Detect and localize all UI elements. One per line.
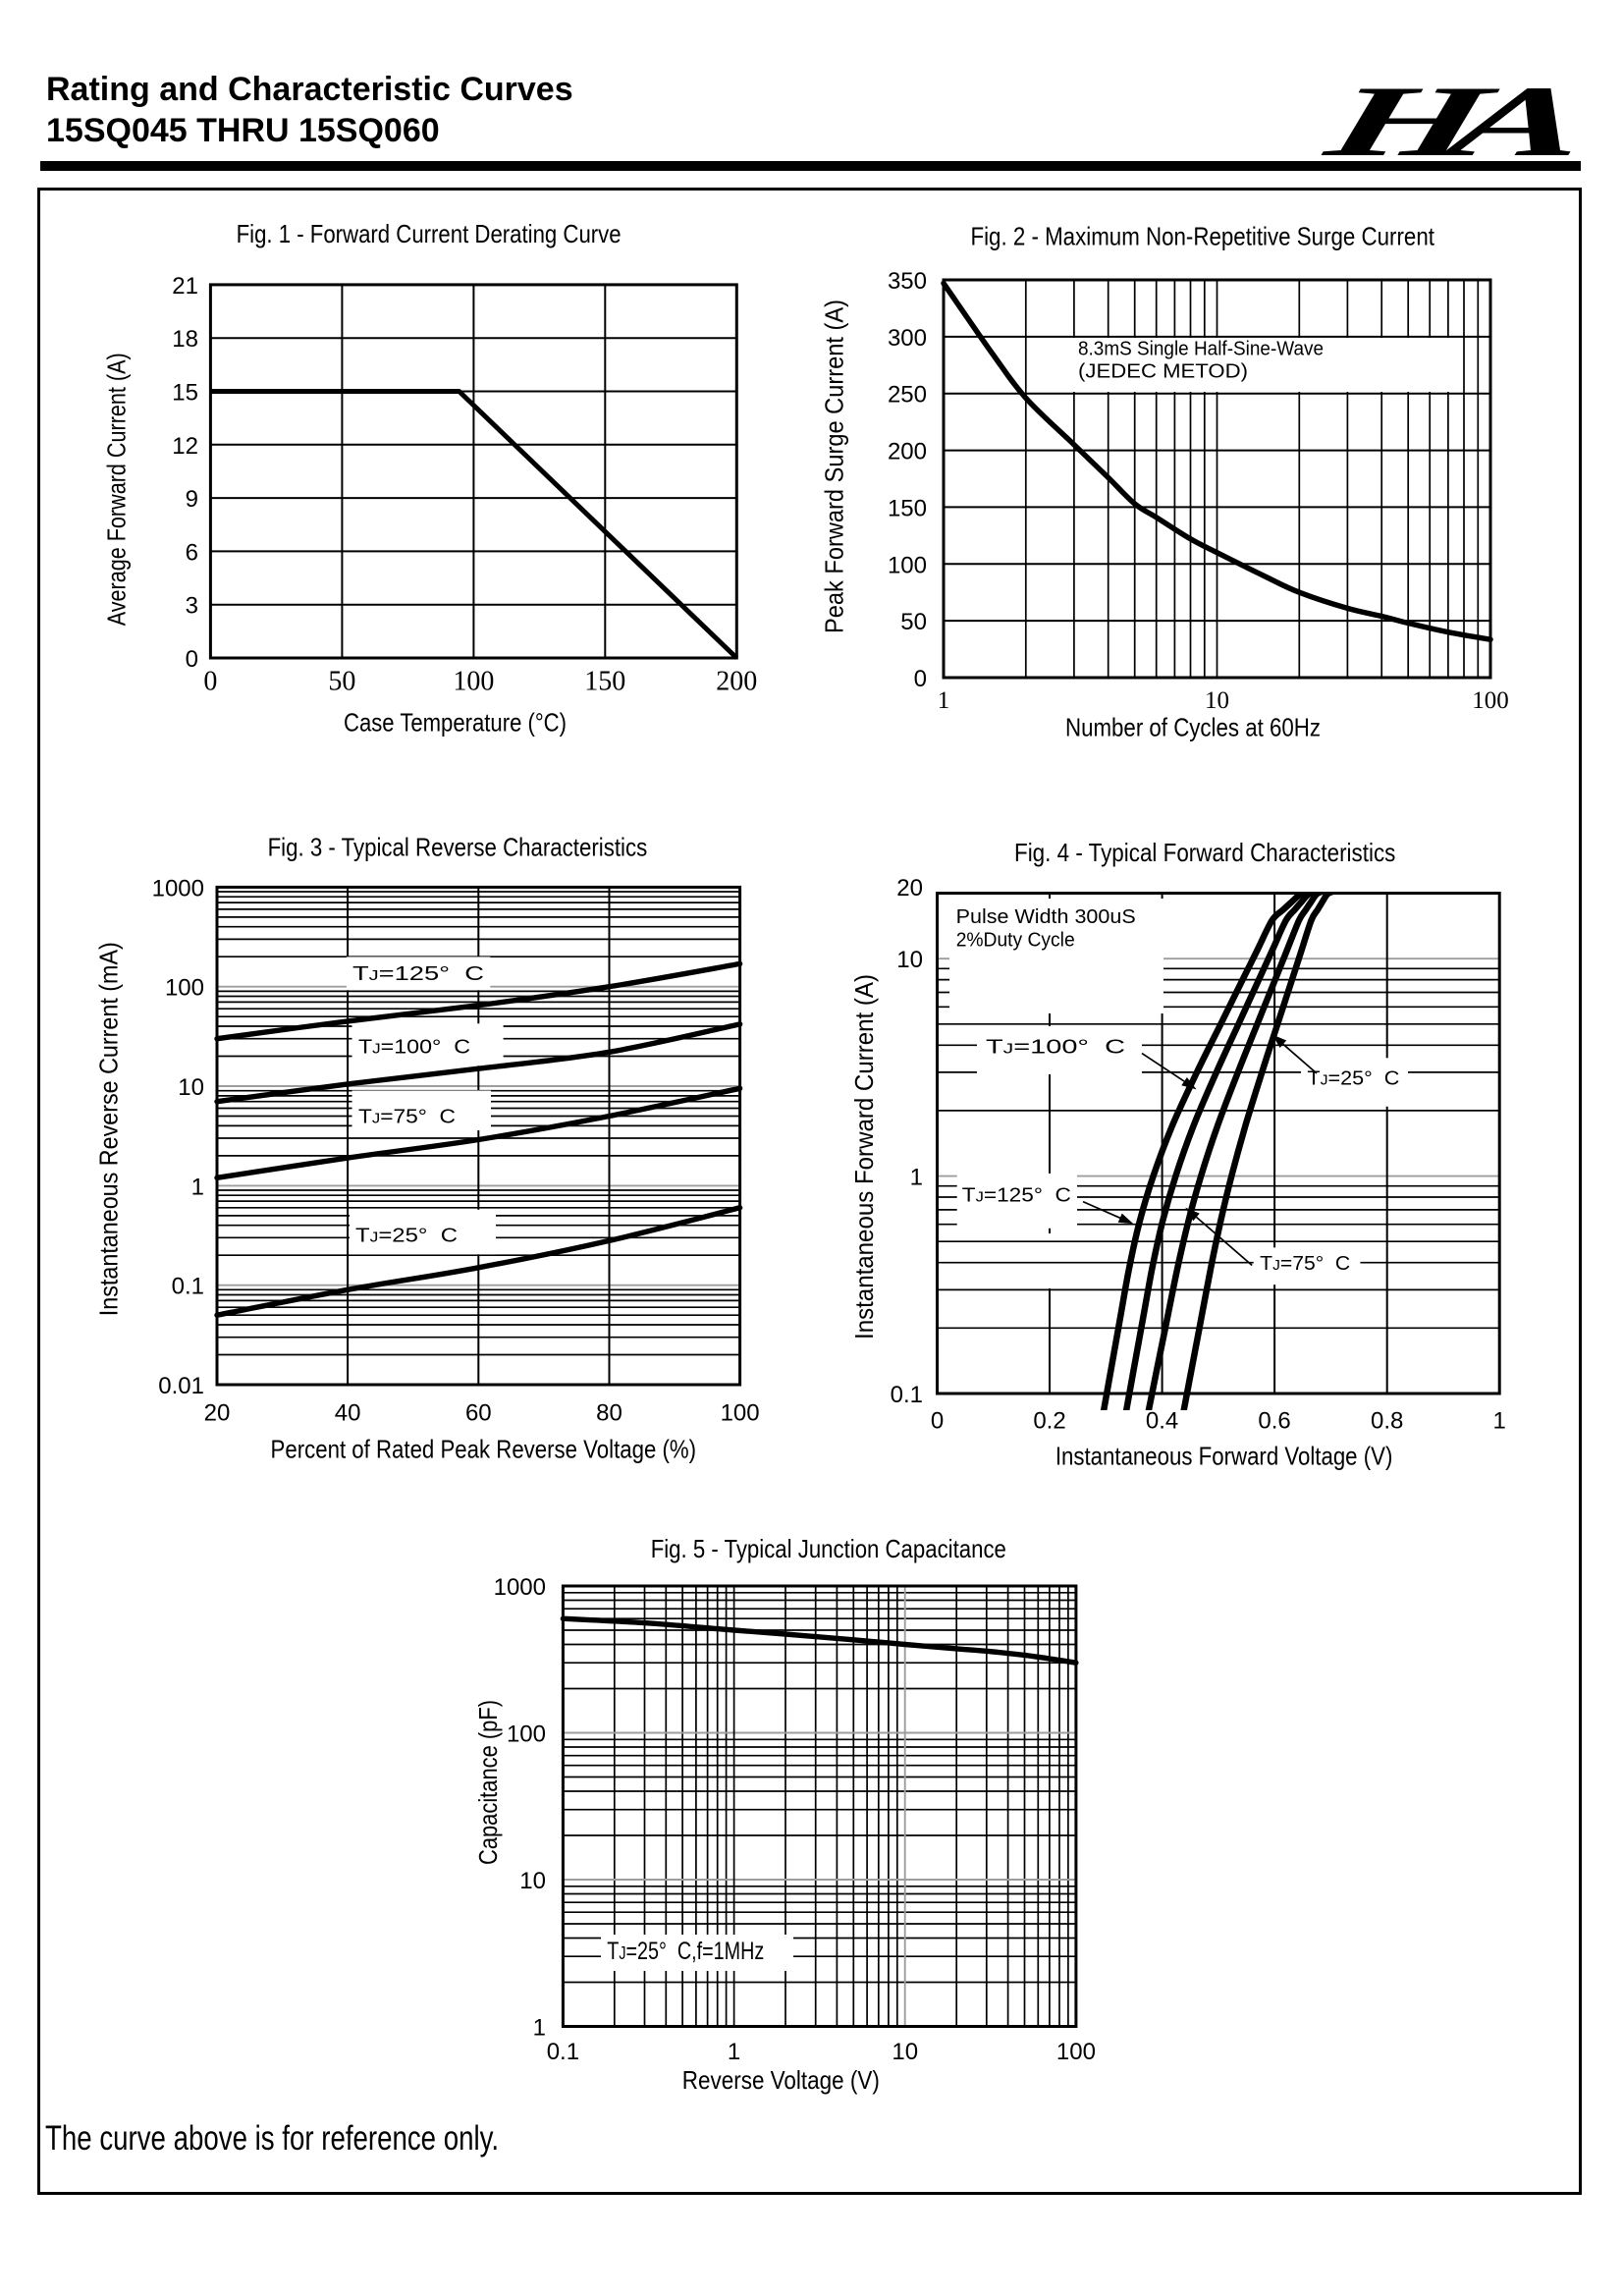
svg-text:TJ=25° C,f=1MHz: TJ=25° C,f=1MHz	[607, 1938, 764, 1965]
svg-text:100: 100	[1472, 687, 1509, 714]
svg-text:350: 350	[888, 268, 927, 295]
svg-text:Capacitance (pF): Capacitance (pF)	[473, 1700, 503, 1865]
svg-text:10: 10	[892, 2039, 918, 2065]
svg-text:40: 40	[335, 1399, 361, 1426]
svg-text:Peak Forward Surge Current (A): Peak Forward Surge Current (A)	[820, 300, 849, 633]
svg-text:9: 9	[186, 486, 198, 513]
svg-text:HA: HA	[1315, 66, 1593, 178]
svg-text:100: 100	[165, 975, 204, 1002]
svg-text:Number of Cycles at 60Hz: Number of Cycles at 60Hz	[1065, 713, 1321, 742]
svg-text:Fig. 1 - Forward Current Derat: Fig. 1 - Forward Current Derating Curve	[237, 219, 622, 248]
svg-text:1: 1	[728, 2039, 740, 2065]
svg-text:1000: 1000	[152, 875, 204, 902]
svg-text:(JEDEC METOD): (JEDEC METOD)	[1078, 360, 1248, 383]
svg-text:50: 50	[900, 609, 927, 635]
svg-text:20: 20	[204, 1399, 231, 1426]
svg-text:Percent of Rated Peak Reverse: Percent of Rated Peak Reverse Voltage (%…	[271, 1435, 697, 1464]
svg-text:TJ=75° C: TJ=75° C	[358, 1105, 456, 1127]
svg-text:0.6: 0.6	[1258, 1408, 1290, 1435]
svg-text:TJ=25° C: TJ=25° C	[1307, 1067, 1399, 1090]
svg-text:300: 300	[888, 325, 927, 352]
svg-text:1: 1	[910, 1165, 923, 1191]
svg-text:Fig. 5 - Typical Junction Capa: Fig. 5 - Typical Junction Capacitance	[651, 1534, 1006, 1563]
svg-text:100: 100	[507, 1722, 546, 1748]
svg-text:10: 10	[178, 1074, 204, 1101]
svg-text:0.8: 0.8	[1371, 1408, 1403, 1435]
svg-text:TJ=125° C: TJ=125° C	[352, 962, 484, 985]
svg-text:Instantaneous Reverse Current: Instantaneous Reverse Current (mA)	[94, 942, 124, 1316]
svg-text:200: 200	[716, 667, 757, 697]
svg-text:12: 12	[172, 433, 198, 460]
svg-text:0.4: 0.4	[1146, 1408, 1178, 1435]
svg-text:100: 100	[721, 1399, 760, 1426]
svg-text:80: 80	[596, 1399, 622, 1426]
svg-text:0.1: 0.1	[891, 1382, 923, 1408]
svg-text:0: 0	[914, 666, 927, 692]
svg-text:20: 20	[896, 875, 923, 902]
svg-text:0.2: 0.2	[1033, 1408, 1065, 1435]
svg-text:2%Duty Cycle: 2%Duty Cycle	[956, 929, 1075, 952]
svg-text:Instantaneous Forward Voltage: Instantaneous Forward Voltage (V)	[1055, 1441, 1393, 1470]
svg-text:250: 250	[888, 382, 927, 409]
svg-text:TJ=100° C: TJ=100° C	[986, 1036, 1125, 1059]
svg-text:100: 100	[888, 552, 927, 578]
svg-text:6: 6	[186, 539, 198, 566]
svg-text:8.3mS Single Half-Sine-Wave: 8.3mS Single Half-Sine-Wave	[1078, 338, 1324, 360]
svg-text:50: 50	[328, 667, 355, 697]
svg-text:Case Temperature (°C): Case Temperature (°C)	[344, 708, 567, 738]
svg-text:10: 10	[519, 1868, 546, 1894]
svg-text:0.1: 0.1	[547, 2039, 579, 2065]
svg-text:10: 10	[1205, 687, 1229, 714]
svg-text:10: 10	[896, 947, 923, 973]
svg-text:0: 0	[931, 1408, 944, 1435]
svg-text:1: 1	[938, 687, 950, 714]
svg-text:3: 3	[186, 593, 198, 620]
svg-text:Fig. 3 - Typical Reverse Chara: Fig. 3 - Typical Reverse Characteristics	[268, 833, 648, 862]
svg-text:TJ=75° C: TJ=75° C	[1260, 1252, 1350, 1275]
svg-text:TJ=125° C: TJ=125° C	[962, 1184, 1071, 1207]
svg-text:1: 1	[1493, 1408, 1506, 1435]
svg-text:Fig. 2 - Maximum Non-Repetitiv: Fig. 2 - Maximum Non-Repetitive Surge Cu…	[970, 221, 1434, 250]
svg-text:1: 1	[191, 1174, 204, 1200]
svg-text:21: 21	[172, 273, 198, 300]
svg-text:Average Forward Current (A): Average Forward Current (A)	[101, 353, 131, 626]
svg-text:150: 150	[888, 495, 927, 521]
svg-text:200: 200	[888, 439, 927, 465]
svg-text:100: 100	[453, 667, 494, 697]
svg-text:Fig. 4 - Typical Forward Chara: Fig. 4 - Typical Forward Characteristics	[1014, 838, 1395, 867]
svg-text:Pulse Width 300uS: Pulse Width 300uS	[956, 905, 1136, 928]
svg-text:1: 1	[533, 2015, 546, 2042]
svg-text:0.1: 0.1	[172, 1274, 204, 1300]
svg-text:Instantaneous Forward Current: Instantaneous Forward Current (A)	[849, 974, 879, 1339]
svg-text:18: 18	[172, 326, 198, 353]
svg-text:1000: 1000	[494, 1574, 546, 1601]
svg-text:100: 100	[1056, 2039, 1096, 2065]
svg-text:15: 15	[172, 380, 198, 407]
svg-text:150: 150	[584, 667, 625, 697]
svg-text:TJ=100° C: TJ=100° C	[358, 1036, 470, 1059]
svg-text:0: 0	[203, 667, 217, 697]
svg-text:TJ=25° C: TJ=25° C	[355, 1225, 458, 1247]
svg-text:60: 60	[465, 1399, 492, 1426]
svg-text:0.01: 0.01	[158, 1373, 204, 1399]
svg-text:0: 0	[186, 646, 198, 673]
svg-text:Reverse Voltage (V): Reverse Voltage (V)	[682, 2065, 880, 2095]
